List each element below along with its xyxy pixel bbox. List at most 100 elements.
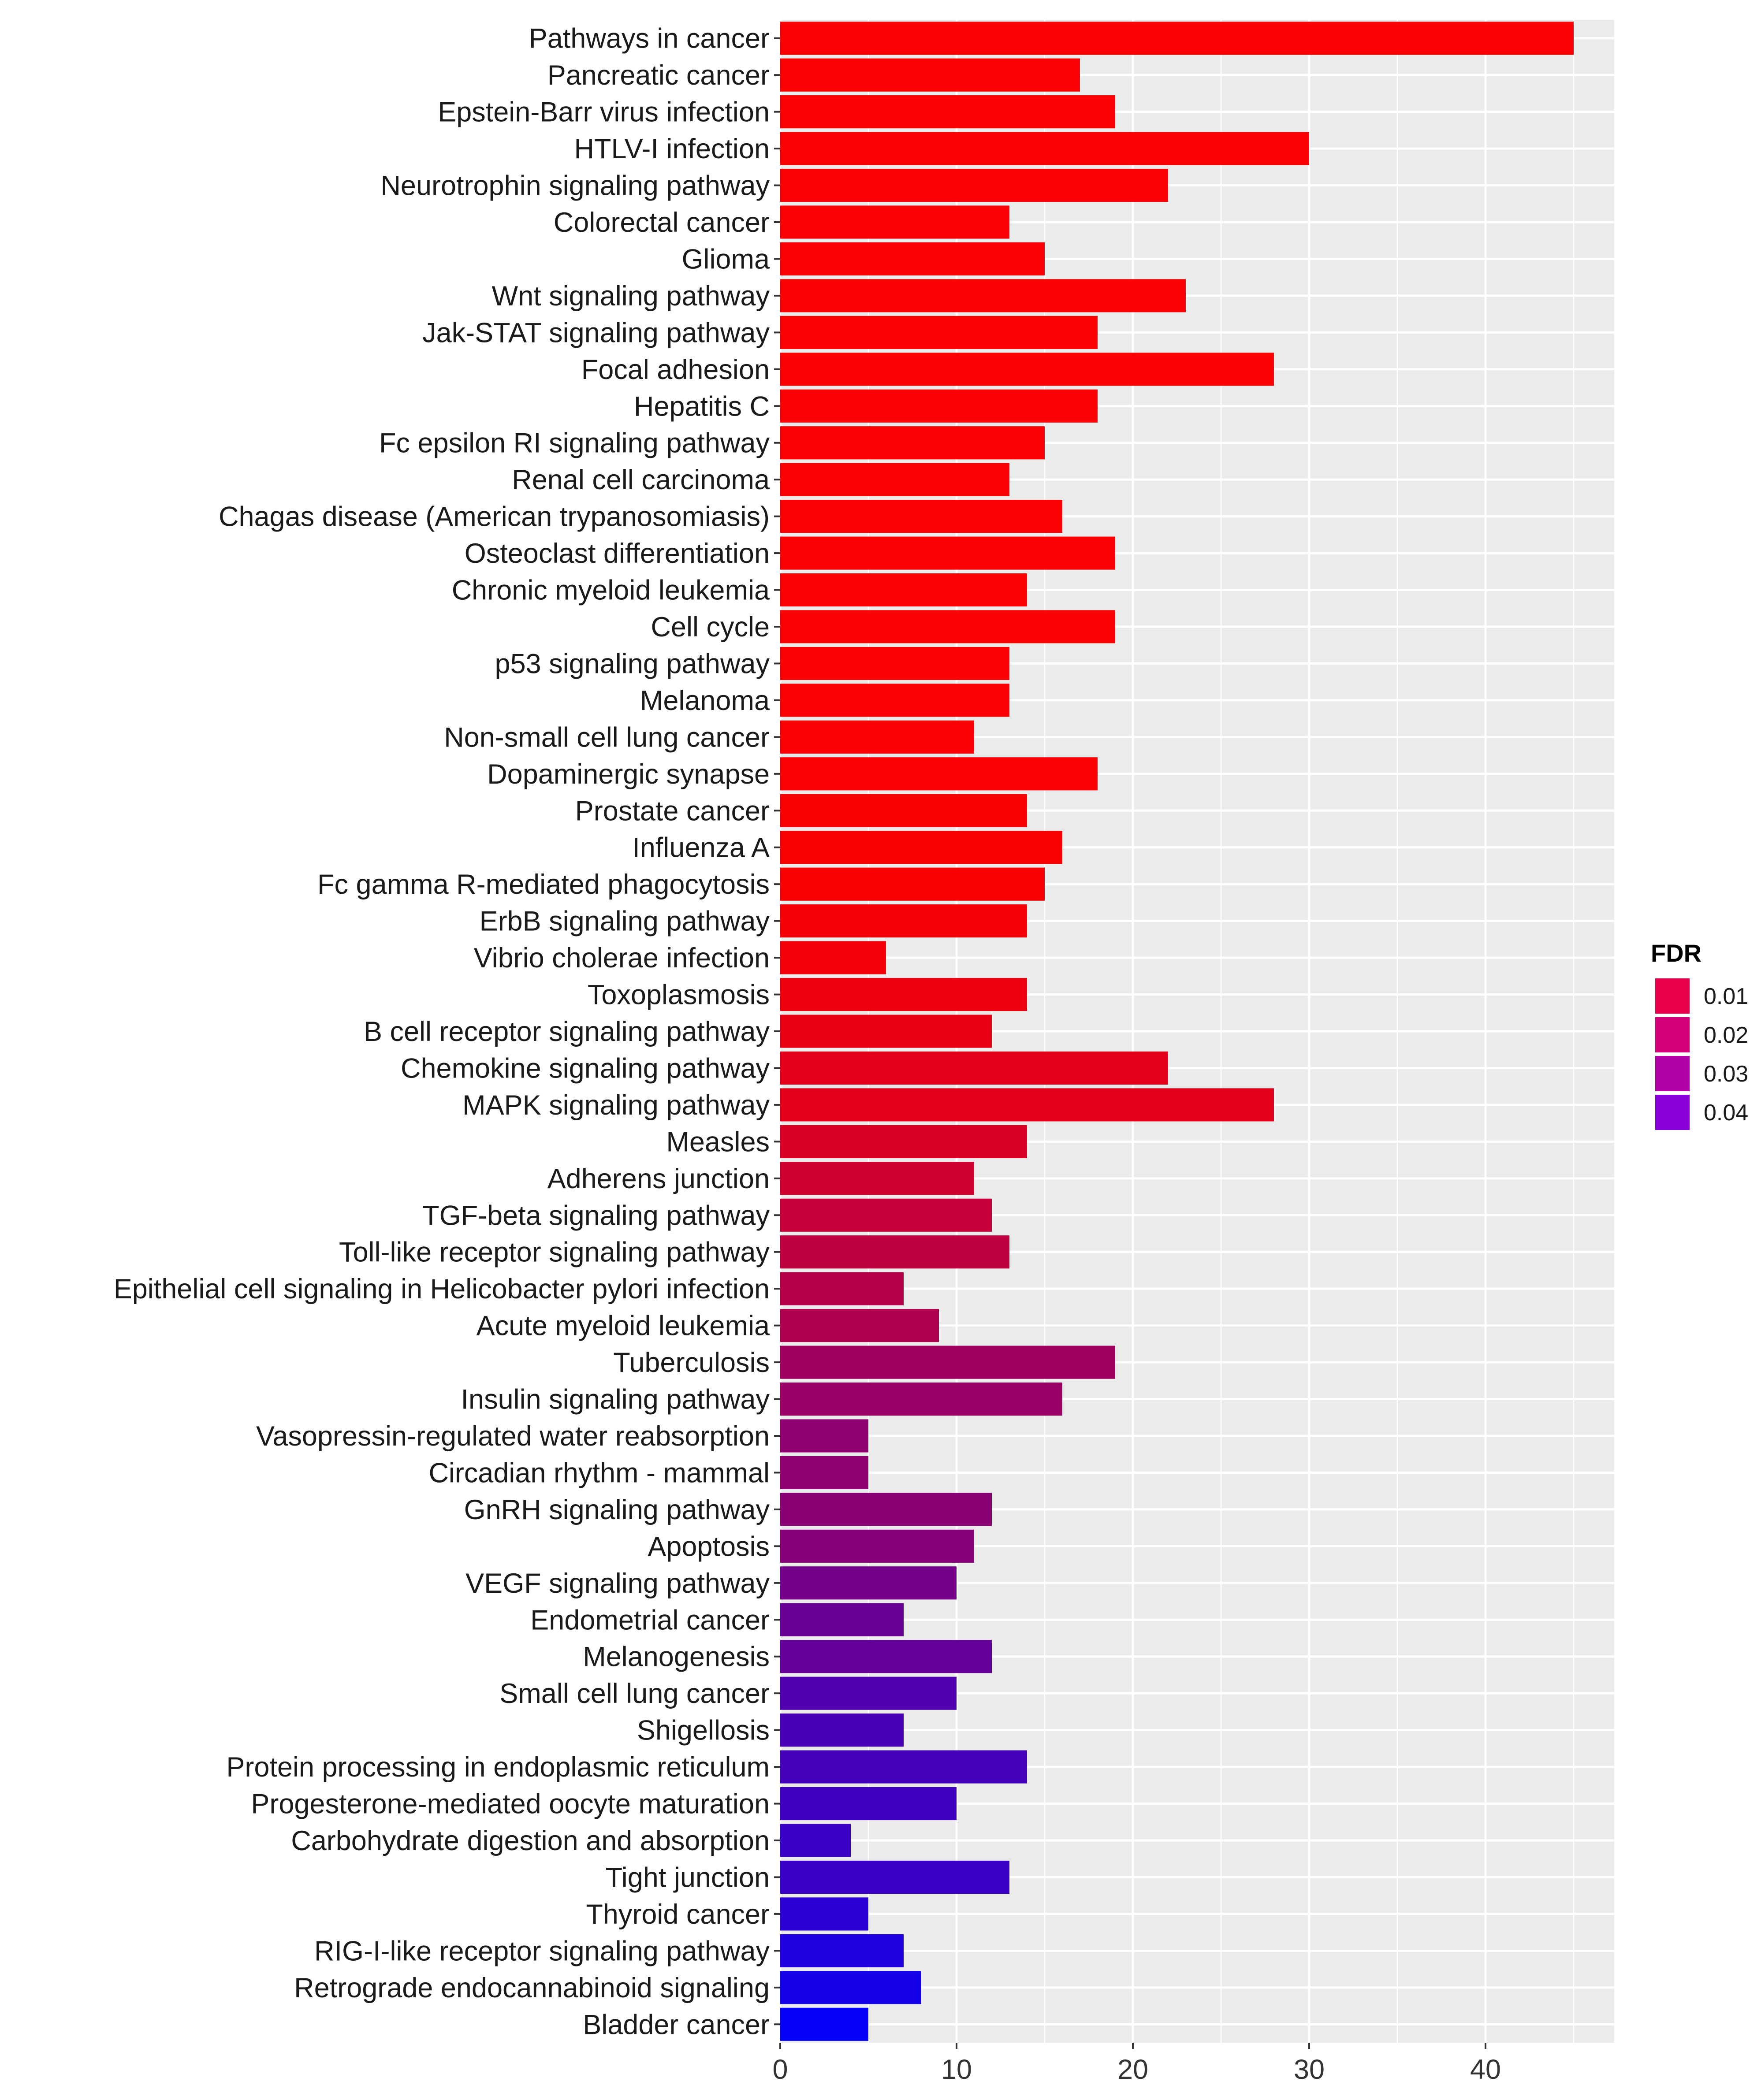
bar xyxy=(780,1566,957,1600)
bar xyxy=(780,205,1009,239)
bar xyxy=(780,168,1168,202)
category-label: Vibrio cholerae infection xyxy=(474,943,770,974)
category-label: Pancreatic cancer xyxy=(547,60,770,91)
x-tick-label: 30 xyxy=(1294,2054,1325,2085)
legend-title: FDR xyxy=(1651,939,1701,967)
bar xyxy=(780,1272,904,1305)
category-label: Glioma xyxy=(681,244,770,275)
legend-label: 0.01 xyxy=(1704,984,1748,1009)
category-label: Influenza A xyxy=(632,833,770,863)
category-label: Insulin signaling pathway xyxy=(461,1384,770,1415)
bar xyxy=(780,1162,974,1195)
category-label: Tuberculosis xyxy=(613,1347,770,1378)
category-label: Epithelial cell signaling in Helicobacte… xyxy=(114,1274,770,1305)
category-label: Focal adhesion xyxy=(581,354,770,385)
legend: FDR 0.01 0.02 0.03 0.04 xyxy=(1651,939,1748,1130)
category-label: Toll-like receptor signaling pathway xyxy=(339,1237,770,1268)
category-label: Tight junction xyxy=(606,1862,770,1893)
legend-label: 0.02 xyxy=(1704,1022,1748,1048)
category-label: Melanogenesis xyxy=(583,1642,770,1673)
bar xyxy=(780,573,1027,607)
bar xyxy=(780,316,1098,349)
y-axis: Pathways in cancer Pancreatic cancer Epste… xyxy=(114,23,780,2040)
bar xyxy=(780,1345,1115,1379)
category-label: Pathways in cancer xyxy=(529,23,770,54)
bar xyxy=(780,1382,1062,1416)
bar xyxy=(780,904,1027,938)
bar xyxy=(780,794,1027,827)
bar xyxy=(780,95,1115,129)
bar xyxy=(780,610,1115,643)
category-label: Melanoma xyxy=(640,685,770,716)
x-axis: 0 10 20 30 40 xyxy=(772,2043,1501,2085)
bar xyxy=(780,536,1115,570)
bar xyxy=(780,1787,957,1821)
legend-key xyxy=(1655,1095,1690,1130)
bars xyxy=(780,22,1574,2041)
x-tick-label: 20 xyxy=(1117,2054,1148,2085)
bar xyxy=(780,1051,1168,1085)
category-label: Epstein-Barr virus infection xyxy=(438,97,770,128)
bar xyxy=(780,941,886,974)
bar xyxy=(780,1419,868,1453)
x-tick-label: 10 xyxy=(941,2054,972,2085)
bar xyxy=(780,1456,868,1490)
category-label: Apoptosis xyxy=(648,1531,770,1562)
bar xyxy=(780,1824,851,1857)
bar xyxy=(780,757,1098,791)
category-label: Neurotrophin signaling pathway xyxy=(380,171,770,201)
bar xyxy=(780,1640,992,1673)
category-label: Small cell lung cancer xyxy=(499,1678,770,1709)
category-label: Dopaminergic synapse xyxy=(487,759,770,790)
category-label: Vasopressin-regulated water reabsorption xyxy=(256,1421,770,1452)
x-tick-label: 0 xyxy=(772,2054,788,2085)
category-label: Circadian rhythm - mammal xyxy=(428,1457,770,1488)
bar xyxy=(780,1529,974,1563)
legend-key xyxy=(1655,1056,1690,1091)
bar xyxy=(780,1971,921,2004)
legend-key xyxy=(1655,978,1690,1014)
bar xyxy=(780,1309,939,1342)
legend-key xyxy=(1655,1017,1690,1052)
category-label: Prostate cancer xyxy=(575,795,770,826)
category-label: Chagas disease (American trypanosomiasis… xyxy=(219,502,770,532)
bar xyxy=(780,22,1574,55)
category-label: HTLV-I infection xyxy=(574,134,770,164)
bar xyxy=(780,500,1062,533)
bar xyxy=(780,1493,992,1526)
category-label: Thyroid cancer xyxy=(586,1899,770,1930)
category-label: Non-small cell lung cancer xyxy=(444,722,770,753)
bar xyxy=(780,1015,992,1048)
category-label: Carbohydrate digestion and absorption xyxy=(291,1825,770,1856)
category-label: Cell cycle xyxy=(651,612,770,643)
category-label: p53 signaling pathway xyxy=(495,648,770,679)
category-label: TGF-beta signaling pathway xyxy=(422,1200,770,1231)
bar xyxy=(780,1603,904,1636)
category-label: Acute myeloid leukemia xyxy=(477,1311,770,1342)
category-label: Retrograde endocannabinoid signaling xyxy=(294,1973,770,2003)
bar xyxy=(780,867,1045,901)
category-label: Endometrial cancer xyxy=(530,1605,770,1635)
bar xyxy=(780,426,1045,460)
legend-label: 0.04 xyxy=(1704,1100,1748,1126)
category-label: Hepatitis C xyxy=(634,391,770,422)
bar xyxy=(780,1088,1274,1122)
bar xyxy=(780,58,1080,92)
category-label: Progesterone-mediated oocyte maturation xyxy=(251,1789,770,1820)
bar xyxy=(780,647,1009,680)
category-label: MAPK signaling pathway xyxy=(462,1090,770,1121)
bar xyxy=(780,1235,1009,1269)
bar xyxy=(780,1934,904,1967)
category-label: Colorectal cancer xyxy=(554,207,770,238)
bar xyxy=(780,978,1027,1011)
x-tick-label: 40 xyxy=(1470,2054,1501,2085)
category-label: Osteoclast differentiation xyxy=(465,538,770,569)
category-label: VEGF signaling pathway xyxy=(465,1568,770,1599)
bar xyxy=(780,1198,992,1232)
category-label: Wnt signaling pathway xyxy=(492,281,770,312)
category-label: Bladder cancer xyxy=(583,2009,770,2040)
bar xyxy=(780,684,1009,717)
category-label: GnRH signaling pathway xyxy=(464,1494,770,1525)
category-label: Jak-STAT signaling pathway xyxy=(422,317,770,348)
